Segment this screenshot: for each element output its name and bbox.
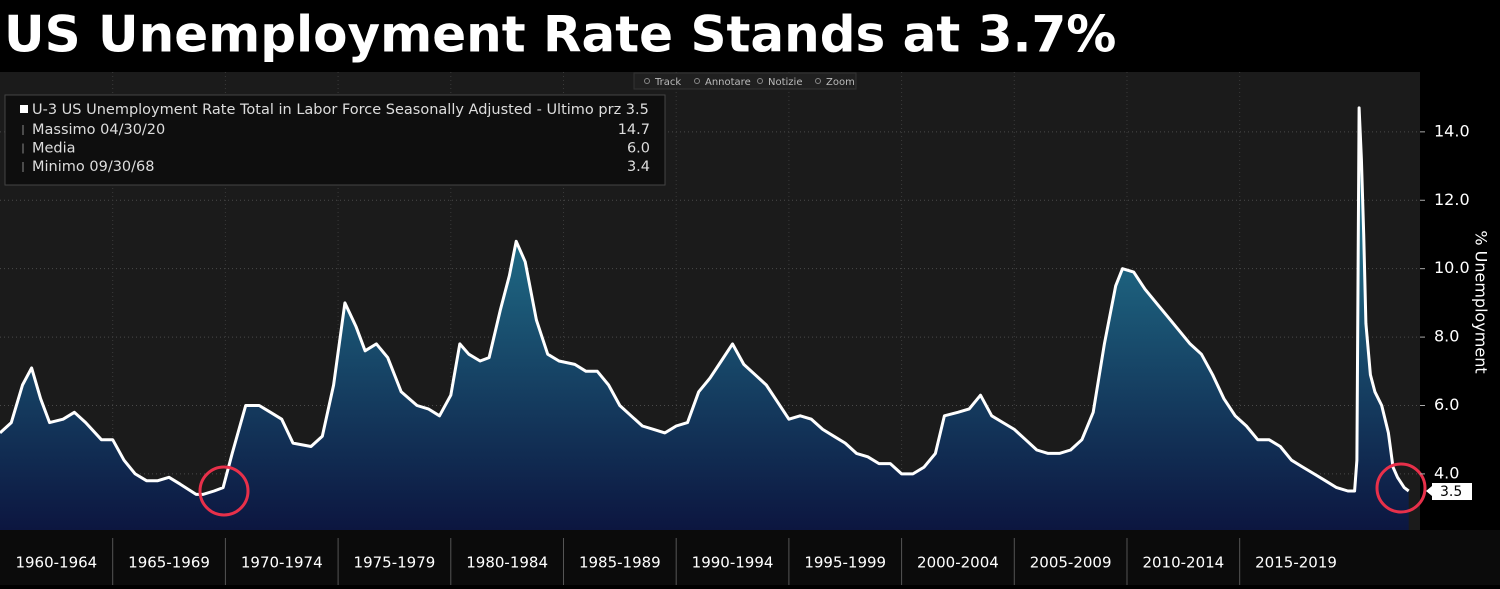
toolbar-icon (757, 78, 763, 84)
axis-strip (1420, 72, 1500, 530)
y-tick-label: 4.0 (1434, 463, 1459, 482)
legend-swatch (20, 105, 28, 113)
toolbar-background (633, 72, 857, 90)
series-line (0, 106, 1410, 496)
legend-stat-label: Massimo 04/30/20 (32, 122, 165, 138)
legend-stat-value: 14.7 (618, 122, 650, 138)
last-value-label: 3.5 (1440, 484, 1462, 500)
x-tick-label: 1990-1994 (692, 554, 774, 572)
series (0, 106, 1410, 531)
toolbar-icon (694, 78, 700, 84)
legend-stat-label: Minimo 09/30/68 (32, 159, 155, 175)
last-value-pointer (1426, 486, 1432, 497)
y-tick-label: 12.0 (1434, 190, 1470, 209)
x-tick-label: 2005-2009 (1030, 554, 1112, 572)
legend-series-label: U-3 US Unemployment Rate Total in Labor … (32, 102, 649, 118)
x-tick-label: 2010-2014 (1142, 554, 1224, 572)
legend-stat-value: 6.0 (627, 141, 650, 157)
x-axis-band (0, 530, 1500, 585)
y-axis-label: % Unemployment (1472, 230, 1491, 373)
highlight-circle (1375, 462, 1427, 514)
legend-box (4, 94, 666, 186)
toolbar-button[interactable]: Annotare (705, 77, 751, 88)
highlight-circle (198, 465, 250, 517)
x-tick-label: 1980-1984 (466, 554, 548, 572)
x-tick-label: 1965-1969 (128, 554, 210, 572)
toolbar-button[interactable]: Track (654, 77, 681, 88)
x-tick-label: 1995-1999 (804, 554, 886, 572)
chart-title: US Unemployment Rate Stands at 3.7% (4, 6, 1116, 64)
last-value-box (1432, 483, 1472, 501)
y-tick-label: 10.0 (1434, 258, 1470, 277)
y-tick-label: 14.0 (1434, 121, 1470, 140)
x-tick-label: 1985-1989 (579, 554, 661, 572)
area-fill (0, 107, 1409, 531)
y-tick-label: 8.0 (1434, 327, 1459, 346)
toolbar-icon (644, 78, 650, 84)
legend: U-3 US Unemployment Rate Total in Labor … (4, 94, 666, 186)
toolbar: Track Annotare Notizie Zoom (633, 72, 857, 90)
toolbar-icon (815, 78, 821, 84)
x-tick-label: 1960-1964 (15, 554, 97, 572)
x-tick-label: 1970-1974 (241, 554, 323, 572)
y-tick-label: 6.0 (1434, 395, 1459, 414)
x-tick-label: 1975-1979 (354, 554, 436, 572)
x-tick-label: 2000-2004 (917, 554, 999, 572)
x-tick-label: 2015-2019 (1255, 554, 1337, 572)
toolbar-button[interactable]: Notizie (768, 77, 802, 88)
toolbar-button[interactable]: Zoom (826, 77, 855, 88)
legend-stat-value: 3.4 (627, 159, 650, 175)
title-bar (0, 0, 1500, 72)
legend-stat-label: Media (32, 141, 76, 157)
